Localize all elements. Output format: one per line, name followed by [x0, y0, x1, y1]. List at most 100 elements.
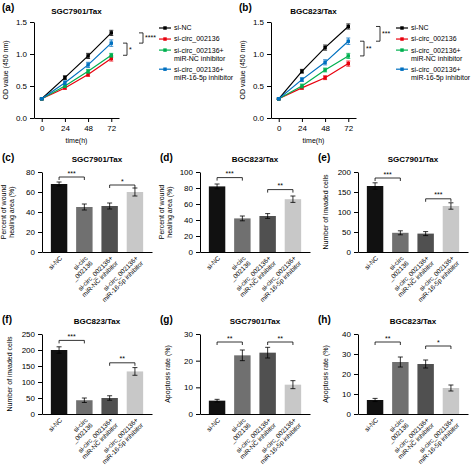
marker: [347, 62, 350, 65]
tick-mark: [42, 118, 43, 122]
y-axis-line: [358, 335, 359, 415]
tick-mark: [111, 118, 112, 122]
legend-marker: [163, 37, 166, 40]
text-line: si-circ_002136+: [174, 47, 224, 55]
tick-label: 10: [184, 383, 193, 392]
tick-mark: [267, 54, 271, 55]
tick-label: 1.5: [253, 18, 265, 27]
text-line: si-NC: [47, 416, 64, 433]
tick-mark: [196, 188, 200, 189]
legend-label: si-NC: [411, 24, 429, 31]
tick-label: 48: [84, 124, 93, 133]
tick-label: 200: [22, 346, 36, 355]
legend-entry: si-circ_002136+miR-NC inhibitor: [396, 47, 463, 62]
series: [277, 24, 351, 101]
error-bar: [107, 396, 112, 400]
significance-label: *: [129, 46, 132, 53]
tick: 1.0: [253, 50, 271, 59]
tick: 150: [338, 188, 358, 197]
y-axis: 020406080100: [180, 168, 201, 257]
marker: [110, 41, 113, 44]
marker: [323, 68, 326, 71]
error-bar: [323, 60, 327, 65]
text-line: OD value (450 nm): [2, 40, 10, 99]
marker: [86, 63, 89, 66]
tick-label: 60: [184, 200, 193, 209]
tick-label: si-circ_002136+miR-16-5p inhibitor: [411, 416, 461, 466]
tick-label: 0: [347, 410, 352, 419]
tick-label: 0: [277, 124, 282, 133]
error-bar: [448, 203, 453, 209]
series: [40, 30, 114, 100]
tick: 20: [184, 232, 200, 241]
tick-label: si-NC: [363, 416, 380, 433]
tick-mark: [38, 232, 42, 233]
tick-label: si-circ_002136+miR-16-5p inhibitor: [411, 254, 461, 304]
x-axis-line: [201, 252, 311, 253]
y-axis-title: OD value (450 nm): [2, 40, 10, 99]
panel: si-NCsi-circ_002136si-circ_002136+miR-NC…: [322, 317, 469, 466]
bar: [392, 362, 408, 414]
legend: si-NCsi-circ_002136si-circ_002136+miR-NC…: [159, 24, 234, 81]
significance-bracket: [375, 342, 400, 345]
significance-bracket: [375, 178, 400, 181]
tick-mark: [354, 212, 358, 213]
marker: [300, 84, 303, 87]
error-bar: [240, 216, 245, 221]
significance-bracket: [123, 43, 127, 55]
bar: [234, 218, 250, 252]
significance-label: ***: [68, 170, 76, 177]
significance-label: **: [278, 335, 284, 342]
bar: [285, 199, 301, 252]
tick: 48: [84, 118, 93, 133]
tick: 250: [22, 330, 42, 339]
significance-bracket: [59, 340, 84, 343]
x-axis: 0244872: [272, 118, 357, 133]
tick-mark: [38, 414, 42, 415]
panel-label: (e): [318, 152, 330, 163]
text-line: OD value (450 nm): [239, 40, 247, 99]
tick: 50: [26, 394, 42, 403]
error-bar: [82, 204, 87, 210]
tick-mark: [267, 22, 271, 23]
y-axis-line: [34, 23, 35, 119]
legend-marker: [400, 67, 403, 70]
bar: [417, 234, 433, 252]
tick-mark: [267, 118, 271, 119]
tick-mark: [354, 232, 358, 233]
significance-label: ***: [68, 333, 76, 340]
tick-mark: [354, 334, 358, 335]
marker: [110, 54, 113, 57]
y-axis-title: Percent of woundhealing area (%): [0, 185, 16, 240]
tick: 24: [298, 118, 307, 133]
legend-entry: si-circ_002136+miR-16-5p inhibitor: [159, 66, 234, 82]
text-line: Percent of wound: [0, 185, 7, 240]
tick-label: 1.0: [16, 50, 28, 59]
tick: si-NC: [47, 414, 64, 433]
tick-label: 40: [342, 330, 351, 339]
tick-mark: [88, 118, 89, 122]
tick: si-circ_002136+miR-16-5p inhibitor: [253, 252, 303, 304]
tick-label: 0: [189, 410, 194, 419]
error-bar: [63, 76, 67, 80]
error-bar: [423, 232, 428, 236]
tick: 0: [189, 248, 200, 257]
error-bar: [109, 30, 113, 35]
tick: 80: [184, 184, 200, 193]
error-bar: [86, 53, 90, 58]
significance-label: ***: [226, 170, 234, 177]
text-line: si-NC: [47, 254, 64, 271]
panel-label: (g): [160, 314, 173, 325]
tick: 20: [342, 370, 358, 379]
legend-marker: [163, 48, 166, 51]
tick-label: 72: [107, 124, 116, 133]
text-line: miR-NC inhibitor: [174, 55, 226, 62]
x-axis: si-NCsi-circ_002136si-circ_002136+miR-NC…: [359, 252, 469, 304]
legend-entry: si-circ_002136: [159, 36, 220, 44]
tick-mark: [38, 212, 42, 213]
significance-label: ***: [382, 30, 390, 37]
bar: [392, 233, 408, 252]
y-axis: 0.00.51.01.5: [16, 18, 35, 123]
text-line: si-NC: [205, 416, 222, 433]
tick-mark: [354, 192, 358, 193]
